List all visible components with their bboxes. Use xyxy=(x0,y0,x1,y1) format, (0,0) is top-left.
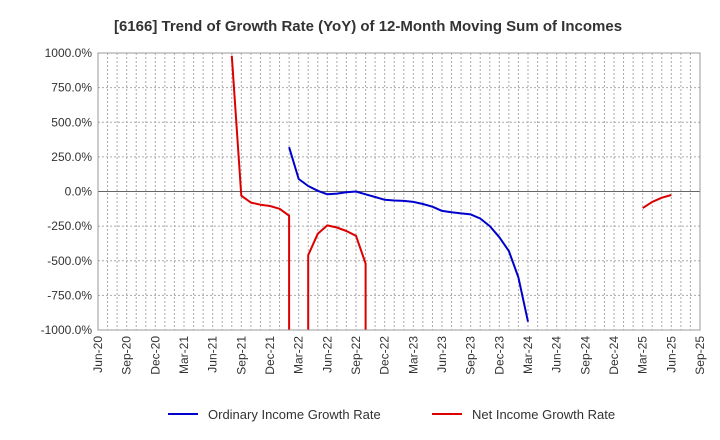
y-tick-label: 250.0% xyxy=(51,150,92,164)
y-tick-label: 500.0% xyxy=(51,115,92,129)
y-tick-label: -250.0% xyxy=(47,219,92,233)
legend-ordinary-income: Ordinary Income Growth Rate xyxy=(168,407,381,422)
ordinary-income-line-segment-0 xyxy=(288,146,529,322)
y-tick-label: 750.0% xyxy=(51,81,92,95)
x-tick-label: Jun-21 xyxy=(206,336,220,373)
net-income-line-segment-2 xyxy=(642,194,672,209)
grid xyxy=(98,52,700,331)
x-tick-label: Sep-24 xyxy=(578,336,592,375)
x-tick-label: Jun-23 xyxy=(435,336,449,373)
chart-title: [6166] Trend of Growth Rate (YoY) of 12-… xyxy=(114,18,622,35)
x-tick-label: Dec-22 xyxy=(378,336,392,375)
x-tick-label: Sep-20 xyxy=(120,336,134,375)
x-tick-label: Mar-22 xyxy=(292,336,306,374)
net-income-line-segment-0 xyxy=(230,55,291,330)
y-tick-label: 0.0% xyxy=(65,185,93,199)
x-tick-label: Dec-24 xyxy=(607,336,621,375)
x-tick-label: Dec-21 xyxy=(263,336,277,375)
x-tick-label: Jun-24 xyxy=(550,336,564,373)
x-tick-label: Dec-20 xyxy=(148,336,162,375)
x-tick-label: Jun-20 xyxy=(91,336,105,373)
x-tick-label: Sep-21 xyxy=(234,336,248,375)
y-tick-label: -750.0% xyxy=(47,288,92,302)
net-income-line-segment-1 xyxy=(307,224,367,330)
y-tick-label: 1000.0% xyxy=(45,46,93,60)
x-tick-label: Mar-25 xyxy=(636,336,650,374)
x-axis: Jun-20 Sep-20 Dec-20 Mar-21 Jun-21 Sep-21 Dec-… xyxy=(91,336,707,375)
series-area xyxy=(230,55,672,330)
x-tick-label: Mar-23 xyxy=(406,336,420,374)
y-axis: 1000.0% 750.0% 500.0% 250.0% 0.0% -250.0% -500… xyxy=(41,46,93,337)
x-tick-label: Mar-24 xyxy=(521,336,535,374)
legend: Ordinary Income Growth Rate Net Income Gr… xyxy=(168,407,615,422)
legend-net-income: Net Income Growth Rate xyxy=(432,407,615,422)
x-tick-label: Sep-22 xyxy=(349,336,363,375)
x-tick-label: Jun-22 xyxy=(320,336,334,373)
x-tick-label: Mar-21 xyxy=(177,336,191,374)
legend-label: Net Income Growth Rate xyxy=(472,407,615,422)
y-tick-label: -1000.0% xyxy=(41,323,93,337)
x-tick-label: Jun-25 xyxy=(664,336,678,373)
plot-frame xyxy=(97,52,701,331)
x-tick-label: Dec-23 xyxy=(492,336,506,375)
x-tick-label: Sep-23 xyxy=(464,336,478,375)
legend-label: Ordinary Income Growth Rate xyxy=(208,407,381,422)
y-tick-label: -500.0% xyxy=(47,254,92,268)
x-tick-label: Sep-25 xyxy=(693,336,707,375)
